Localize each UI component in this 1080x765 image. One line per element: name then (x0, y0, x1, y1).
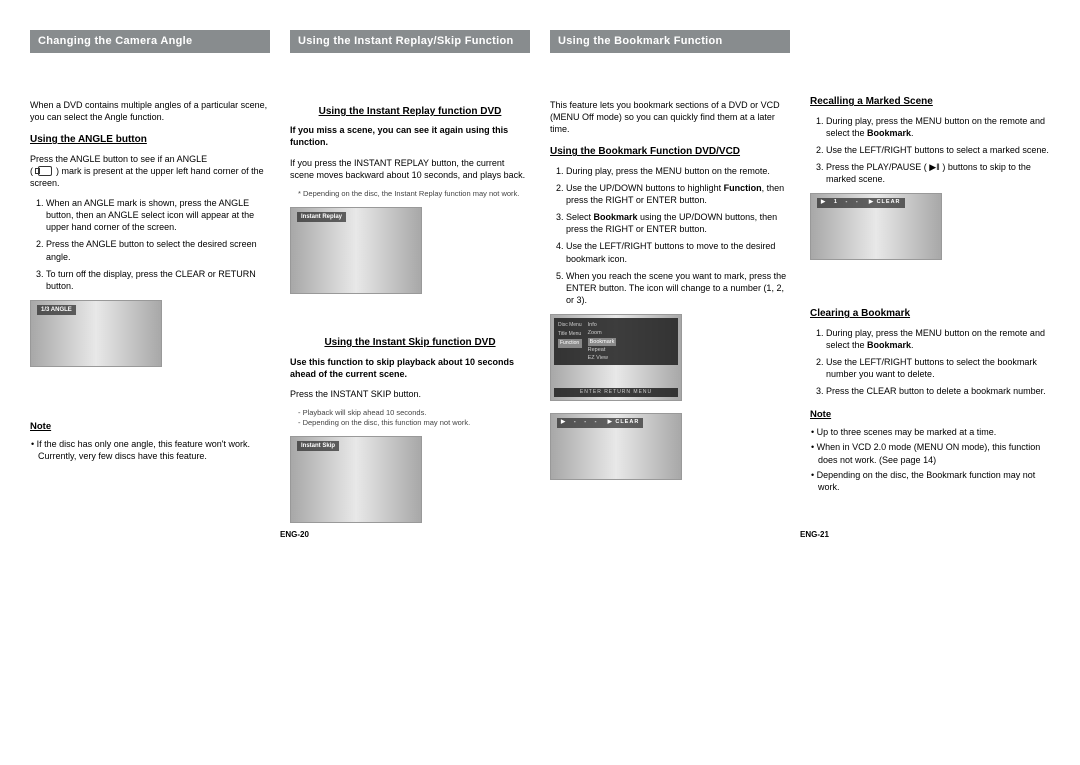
screen-skip: Instant Skip (290, 436, 422, 523)
skip-note2: - Depending on the disc, this function m… (298, 418, 530, 428)
recall-1: During play, press the MENU button on th… (826, 115, 1050, 139)
section-bookmark-use: Using the Bookmark Function DVD/VCD (550, 145, 790, 159)
header-bookmark: Using the Bookmark Function (550, 30, 790, 53)
note4-1: Up to three scenes may be marked at a ti… (810, 426, 1050, 438)
screen-bookmark-menu: Disc Menu Title Menu Function Info Zoom … (550, 314, 682, 401)
menu-overlay: Disc Menu Title Menu Function Info Zoom … (554, 318, 678, 365)
recall-bar-label: ▶ 1 - - ▶ CLEAR (817, 198, 905, 207)
section-angle-button: Using the ANGLE button (30, 133, 270, 147)
column-bookmark-1: Using the Bookmark Function This feature… (550, 30, 790, 535)
skip-subnote: - Playback will skip ahead 10 seconds. -… (290, 408, 530, 428)
bookmark-intro: This feature lets you bookmark sections … (550, 99, 790, 135)
note-title: Note (30, 421, 270, 434)
recall-2: Use the LEFT/RIGHT buttons to select a m… (826, 144, 1050, 156)
menu-item-bookmark: Bookmark (588, 338, 617, 346)
section-instant-skip: Using the Instant Skip function DVD (290, 336, 530, 350)
bookmark-steps: During play, press the MENU button on th… (550, 165, 790, 306)
recall-steps: During play, press the MENU button on th… (810, 115, 1050, 186)
header-replay: Using the Instant Replay/Skip Function (290, 30, 530, 53)
screen-bookmark-bar: ▶ - - - ▶ CLEAR (550, 413, 682, 480)
screen-angle: 1/3 ANGLE (30, 300, 162, 367)
section-instant-replay: Using the Instant Replay function DVD (290, 105, 530, 119)
note4-3: Depending on the disc, the Bookmark func… (810, 469, 1050, 493)
screen-replay: Instant Replay (290, 207, 422, 294)
menu-left-1: Disc Menu (558, 321, 582, 330)
replay-text: If you press the INSTANT REPLAY button, … (290, 157, 530, 181)
menu-item-repeat: Repeat (588, 346, 617, 354)
section-recall: Recalling a Marked Scene (810, 95, 1050, 109)
bm-step1: During play, press the MENU button on th… (566, 165, 790, 177)
screen-replay-label: Instant Replay (297, 212, 346, 222)
menu-left-2: Title Menu (558, 330, 582, 339)
bm-step5: When you reach the scene you want to mar… (566, 270, 790, 306)
header-camera: Changing the Camera Angle (30, 30, 270, 53)
note-list: If the disc has only one angle, this fea… (30, 438, 270, 462)
clear-steps: During play, press the MENU button on th… (810, 327, 1050, 398)
note-item: If the disc has only one angle, this fea… (30, 438, 270, 462)
intro-text: When a DVD contains multiple angles of a… (30, 99, 270, 123)
angle-p1: Press the ANGLE button to see if an ANGL… (30, 153, 270, 189)
recall-3: Press the PLAY/PAUSE ( ▶‖ ) buttons to s… (826, 161, 1050, 185)
clear-3: Press the CLEAR button to delete a bookm… (826, 385, 1050, 397)
note4-2: When in VCD 2.0 mode (MENU ON mode), thi… (810, 441, 1050, 465)
replay-bold: If you miss a scene, you can see it agai… (290, 124, 530, 148)
step-2: Press the ANGLE button to select the des… (46, 238, 270, 262)
skip-bold: Use this function to skip playback about… (290, 356, 530, 380)
note-list-4: Up to three scenes may be marked at a ti… (810, 426, 1050, 493)
bm-step2: Use the UP/DOWN buttons to highlight Fun… (566, 182, 790, 206)
screen-skip-label: Instant Skip (297, 441, 339, 451)
clear-2: Use the LEFT/RIGHT buttons to select the… (826, 356, 1050, 380)
angle-p1-text: Press the ANGLE button to see if an ANGL… (30, 154, 207, 164)
step-1: When an ANGLE mark is shown, press the A… (46, 197, 270, 233)
replay-subnote: * Depending on the disc, the Instant Rep… (290, 189, 530, 199)
section-clear: Clearing a Bookmark (810, 307, 1050, 321)
note-title-4: Note (810, 409, 1050, 422)
page-number-right: ENG-21 (800, 530, 829, 539)
step-3: To turn off the display, press the CLEAR… (46, 268, 270, 292)
replay-subnote-text: * Depending on the disc, the Instant Rep… (298, 189, 530, 199)
menu-bottom-bar: ENTER RETURN MENU (554, 388, 678, 397)
menu-item-ezview: EZ View (588, 354, 617, 362)
screen-angle-label: 1/3 ANGLE (37, 305, 76, 315)
angle-steps: When an ANGLE mark is shown, press the A… (30, 197, 270, 292)
column-replay-skip: Using the Instant Replay/Skip Function U… (290, 30, 530, 535)
menu-left-3: Function (558, 339, 582, 348)
angle-p2-text: ) mark is present at the upper left hand… (30, 166, 264, 188)
bookmark-bar-label: ▶ - - - ▶ CLEAR (557, 418, 643, 427)
menu-item-info: Info (588, 321, 617, 329)
page-number-left: ENG-20 (280, 530, 309, 539)
clear-1: During play, press the MENU button on th… (826, 327, 1050, 351)
skip-note1: - Playback will skip ahead 10 seconds. (298, 408, 530, 418)
camera-icon (38, 166, 52, 176)
column-camera-angle: Changing the Camera Angle When a DVD con… (30, 30, 270, 535)
menu-item-zoom: Zoom (588, 329, 617, 337)
column-bookmark-2: Recalling a Marked Scene During play, pr… (810, 30, 1050, 535)
skip-text: Press the INSTANT SKIP button. (290, 388, 530, 400)
screen-recall: ▶ 1 - - ▶ CLEAR (810, 193, 942, 260)
bm-step3: Select Bookmark using the UP/DOWN button… (566, 211, 790, 235)
manual-spread: Changing the Camera Angle When a DVD con… (0, 0, 1080, 545)
bm-step4: Use the LEFT/RIGHT buttons to move to th… (566, 240, 790, 264)
